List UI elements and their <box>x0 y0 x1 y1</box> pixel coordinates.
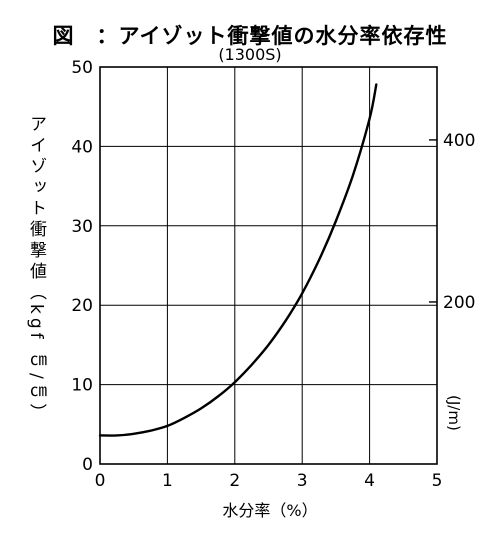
y-axis-label: アイゾット衝撃値（kgf ㎝/㎝） <box>26 115 46 425</box>
x-axis-label: 水分率（%） <box>222 501 318 520</box>
x-tick-label: 2 <box>229 471 240 491</box>
y-tick-label: 50 <box>71 58 93 78</box>
series-line <box>98 83 378 437</box>
y-tick-label: 0 <box>82 455 93 475</box>
y-tick-label: 10 <box>71 376 93 396</box>
chart-subtitle: (1300S) <box>218 45 282 64</box>
x-tick-label: 4 <box>364 471 375 491</box>
right-axis-ticks: 200 400 <box>429 131 475 313</box>
x-tick-label: 1 <box>162 471 173 491</box>
x-axis-ticks: 0 1 2 3 4 5 <box>95 471 443 491</box>
y-tick-label: 30 <box>71 217 93 237</box>
x-tick-label: 0 <box>95 471 106 491</box>
y-tick-label: 20 <box>71 296 93 316</box>
grid-lines <box>100 67 437 464</box>
y-axis-ticks: 0 10 20 30 40 50 <box>71 58 93 475</box>
x-tick-label: 3 <box>297 471 308 491</box>
right-tick-label: 200 <box>443 293 475 313</box>
x-tick-label: 5 <box>432 471 443 491</box>
y-tick-label: 40 <box>71 137 93 157</box>
plot-frame <box>99 66 438 465</box>
right-axis-label: (J/m) <box>445 395 463 431</box>
chart-title: 図 ：アイゾット衝撃値の水分率依存性 <box>52 24 448 48</box>
right-tick-label: 400 <box>443 131 475 151</box>
